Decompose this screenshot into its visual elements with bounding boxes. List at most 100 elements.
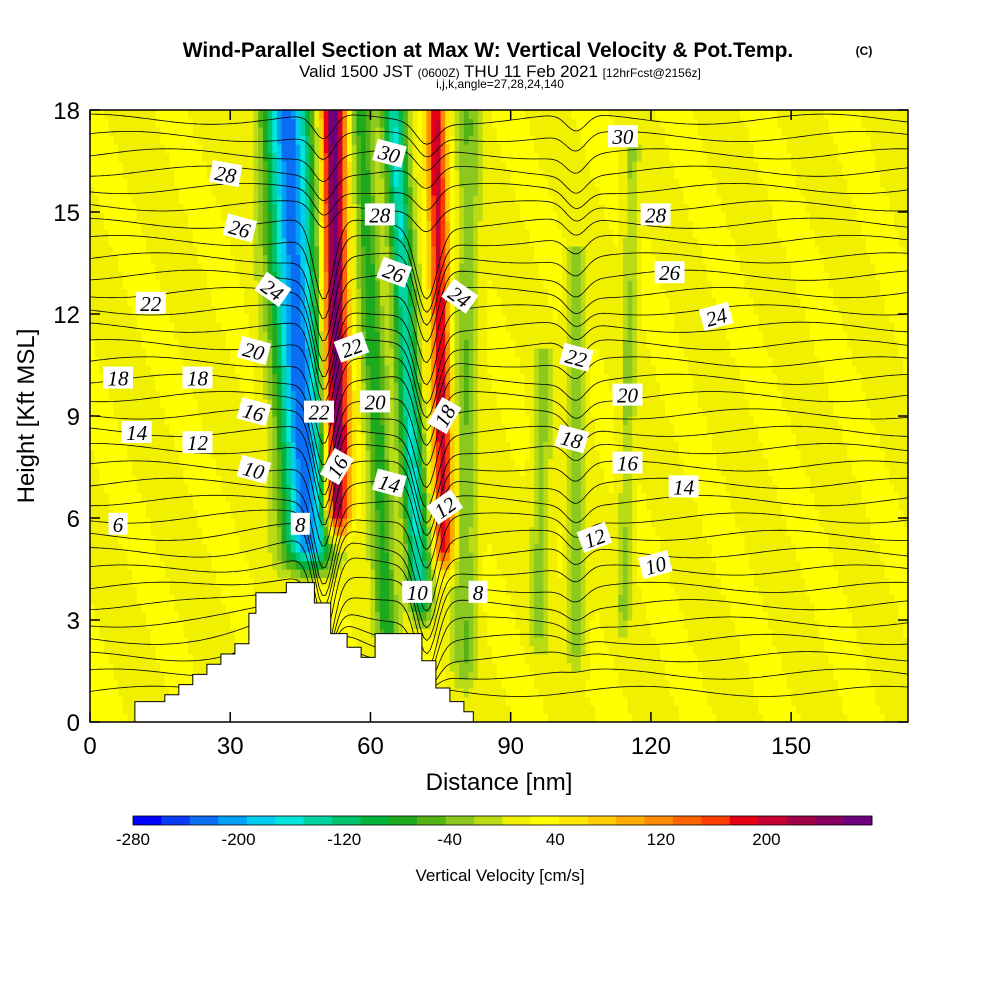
velocity-cell [174, 169, 180, 179]
velocity-cell [398, 467, 404, 477]
velocity-cell [155, 458, 161, 468]
velocity-cell [281, 161, 287, 171]
velocity-cell [342, 509, 348, 519]
velocity-cell [169, 535, 175, 545]
velocity-cell [295, 152, 301, 162]
velocity-cell [220, 373, 227, 383]
velocity-cell [206, 288, 213, 298]
velocity-cell [407, 526, 414, 536]
velocity-cell [230, 475, 236, 485]
velocity-cell [169, 416, 175, 426]
velocity-cell [127, 458, 133, 468]
velocity-cell [197, 339, 203, 349]
velocity-cell [351, 229, 358, 239]
velocity-cell [202, 152, 208, 162]
velocity-cell [220, 322, 227, 332]
velocity-cell [146, 577, 152, 587]
velocity-cell [314, 271, 320, 281]
velocity-cell [90, 492, 96, 502]
velocity-cell [272, 169, 278, 179]
velocity-cell [211, 229, 217, 239]
velocity-cell [323, 509, 329, 519]
velocity-cell [155, 110, 161, 120]
velocity-cell [384, 433, 390, 443]
velocity-cell [393, 348, 400, 358]
velocity-cell [361, 433, 367, 443]
velocity-cell [258, 135, 264, 145]
velocity-cell [104, 322, 110, 332]
velocity-cell [262, 518, 269, 528]
velocity-cell [136, 416, 143, 426]
velocity-cell [206, 620, 213, 630]
velocity-cell [118, 662, 124, 672]
velocity-cell [90, 186, 96, 196]
velocity-cell [183, 637, 189, 647]
valid-prefix: Valid 1500 JST [299, 62, 413, 81]
velocity-cell [90, 535, 96, 545]
velocity-cell [164, 679, 171, 689]
velocity-cell [309, 475, 315, 485]
velocity-cell [370, 467, 376, 477]
velocity-cell [403, 450, 409, 460]
velocity-cell [216, 501, 222, 511]
velocity-cell [113, 288, 119, 298]
velocity-cell [94, 280, 100, 290]
velocity-cell [305, 475, 311, 485]
velocity-cell [174, 195, 180, 205]
velocity-cell [286, 475, 292, 485]
velocity-cell [141, 552, 147, 562]
velocity-cell [197, 254, 203, 264]
velocity-cell [132, 169, 138, 179]
velocity-cell [300, 297, 306, 307]
velocity-cell [99, 603, 105, 613]
velocity-cell [351, 552, 358, 562]
velocity-cell [319, 280, 325, 290]
velocity-cell [262, 263, 269, 273]
velocity-cell [262, 169, 269, 179]
velocity-cell [94, 135, 100, 145]
velocity-cell [365, 586, 372, 596]
velocity-cell [333, 577, 339, 587]
velocity-cell [127, 620, 133, 630]
velocity-cell [319, 331, 325, 341]
velocity-cell [365, 356, 372, 366]
velocity-cell [262, 203, 269, 213]
velocity-cell [356, 552, 362, 562]
velocity-cell [146, 280, 152, 290]
velocity-cell [160, 611, 166, 621]
velocity-cell [183, 271, 189, 281]
velocity-cell [136, 679, 143, 689]
velocity-cell [272, 569, 278, 579]
velocity-cell [169, 526, 175, 536]
velocity-cell [234, 467, 241, 477]
velocity-cell [136, 186, 143, 196]
velocity-cell [136, 467, 143, 477]
velocity-cell [141, 611, 147, 621]
velocity-cell [132, 628, 138, 638]
velocity-cell [220, 577, 227, 587]
velocity-cell [202, 577, 208, 587]
velocity-cell [150, 314, 157, 324]
velocity-cell [216, 305, 222, 315]
velocity-cell [169, 297, 175, 307]
velocity-cell [267, 246, 273, 256]
velocity-cell [155, 186, 161, 196]
velocity-cell [155, 229, 161, 239]
velocity-cell [398, 110, 404, 120]
velocity-cell [164, 628, 171, 638]
velocity-cell [351, 382, 358, 392]
velocity-cell [239, 509, 245, 519]
velocity-cell [104, 203, 110, 213]
velocity-cell [351, 271, 358, 281]
velocity-cell [206, 229, 213, 239]
velocity-cell [342, 501, 348, 511]
velocity-cell [393, 127, 400, 137]
velocity-cell [104, 127, 110, 137]
velocity-cell [305, 144, 311, 154]
velocity-cell [197, 569, 203, 579]
velocity-cell [300, 110, 306, 120]
velocity-cell [197, 543, 203, 553]
velocity-cell [155, 654, 161, 664]
velocity-cell [132, 297, 138, 307]
velocity-cell [337, 586, 344, 596]
